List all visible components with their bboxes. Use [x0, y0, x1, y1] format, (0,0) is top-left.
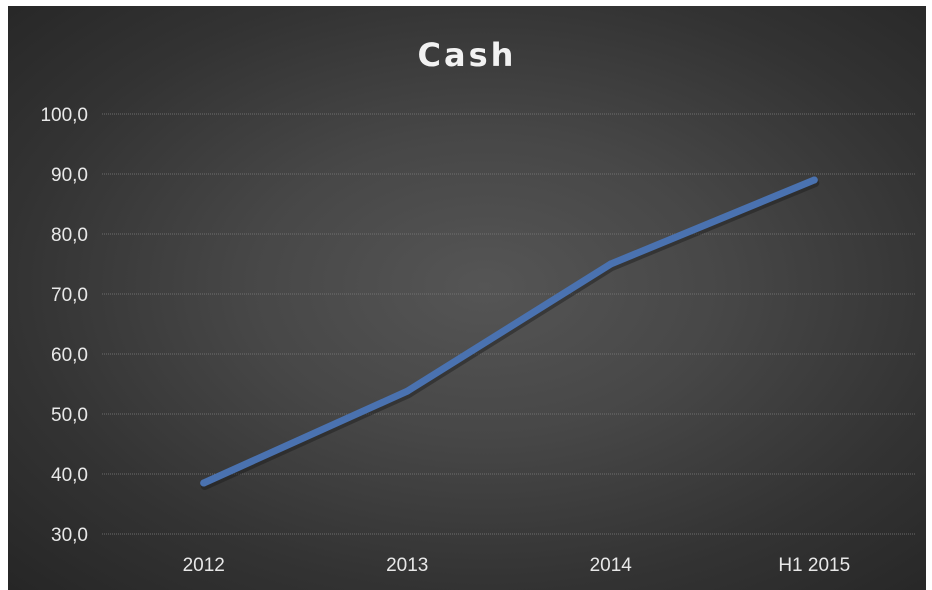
y-tick-label: 50,0 — [51, 405, 88, 426]
y-tick-label: 100,0 — [40, 105, 88, 126]
x-tick-label: 2012 — [183, 555, 225, 576]
y-tick-label: 70,0 — [51, 285, 88, 306]
series-layer — [200, 176, 820, 490]
data-point — [607, 260, 615, 268]
x-axis-ticks: 2012 2013 2014 H1 2015 — [183, 555, 851, 576]
y-tick-label: 40,0 — [51, 465, 88, 486]
data-point — [810, 176, 818, 184]
x-tick-label: 2014 — [590, 555, 633, 576]
y-tick-label: 60,0 — [51, 345, 88, 366]
y-axis-ticks: 30,0 40,0 50,0 60,0 70,0 80,0 90,0 100,0 — [40, 105, 88, 546]
gridlines — [102, 113, 916, 535]
y-tick-label: 30,0 — [51, 525, 88, 546]
y-tick-label: 80,0 — [51, 225, 88, 246]
x-tick-label: 2013 — [386, 555, 428, 576]
data-point — [200, 479, 208, 487]
chart-area: Cash 30,0 40,0 50,0 60,0 70,0 80,0 90,0 100,0 2… — [8, 6, 926, 590]
data-point — [403, 387, 411, 395]
x-tick-label: H1 2015 — [778, 555, 850, 576]
y-tick-label: 90,0 — [51, 165, 88, 186]
chart-title: Cash — [417, 36, 517, 74]
series-line — [200, 176, 818, 487]
